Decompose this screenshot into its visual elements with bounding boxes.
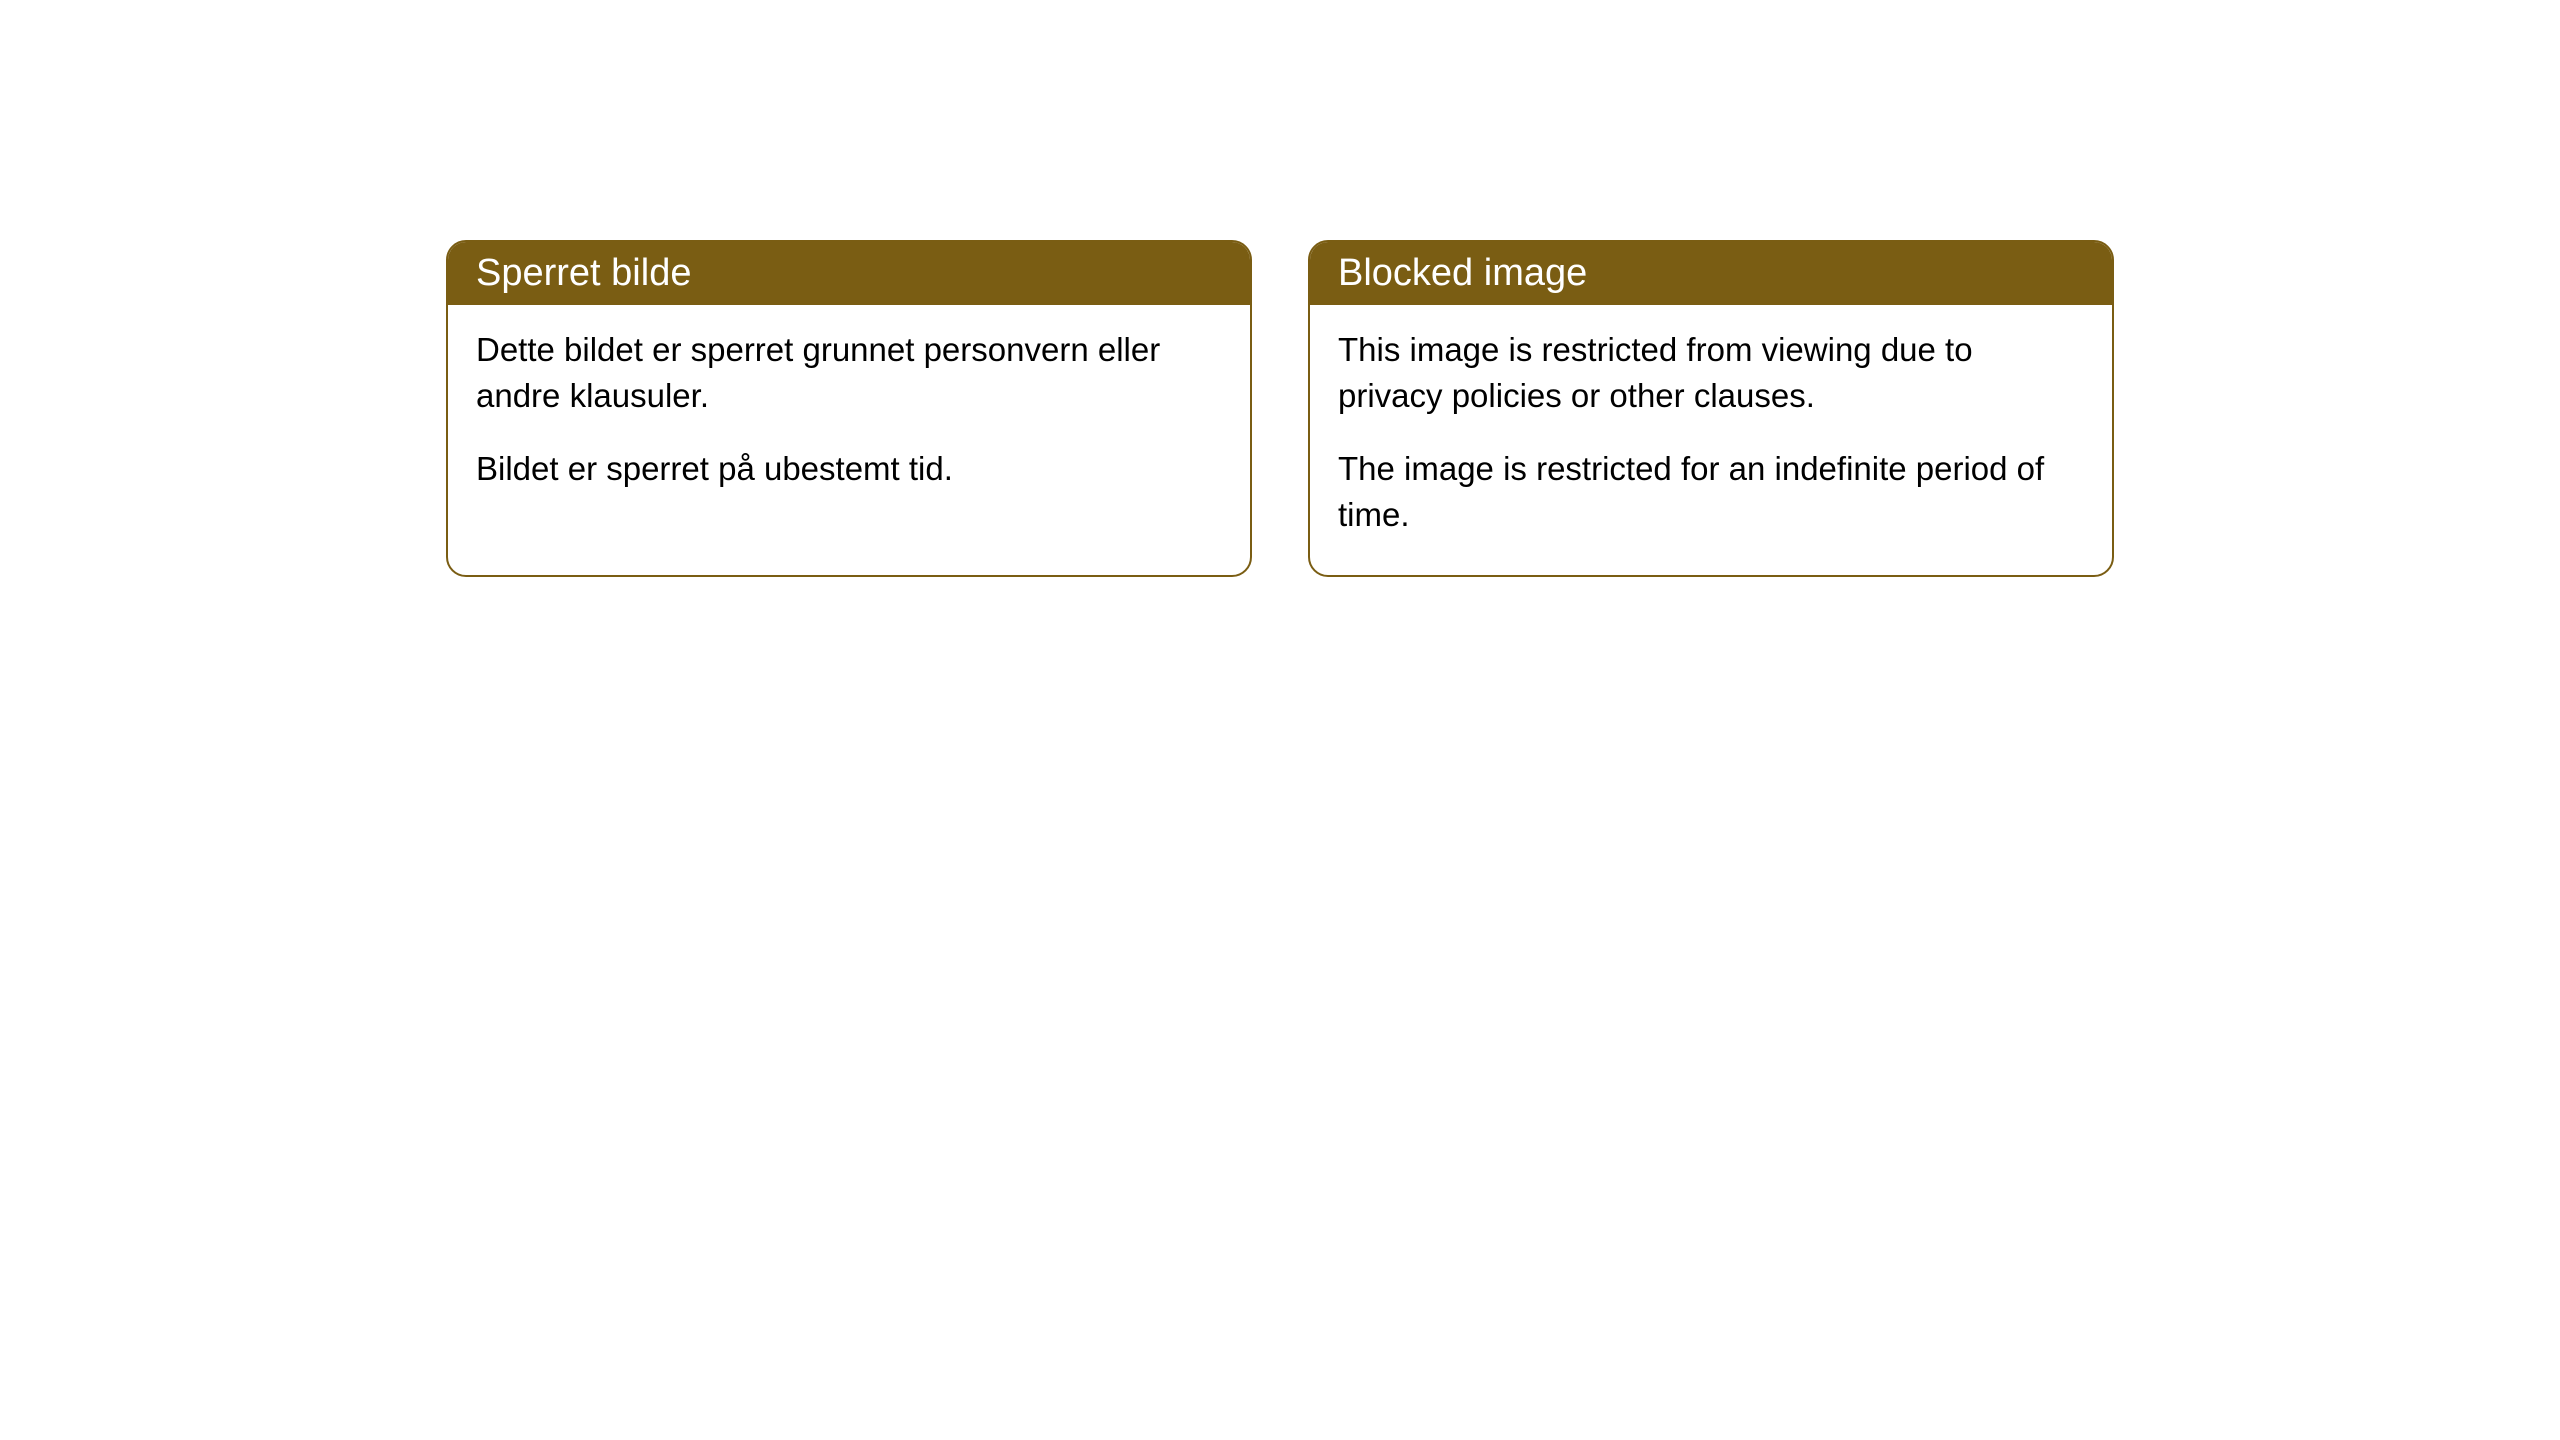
card-title-no: Sperret bilde bbox=[448, 242, 1250, 305]
blocked-image-card-no: Sperret bilde Dette bildet er sperret gr… bbox=[446, 240, 1252, 577]
card-paragraph-en-2: The image is restricted for an indefinit… bbox=[1338, 446, 2084, 537]
card-paragraph-no-2: Bildet er sperret på ubestemt tid. bbox=[476, 446, 1222, 492]
card-paragraph-no-1: Dette bildet er sperret grunnet personve… bbox=[476, 327, 1222, 418]
card-title-en: Blocked image bbox=[1310, 242, 2112, 305]
card-body-en: This image is restricted from viewing du… bbox=[1310, 305, 2112, 575]
notice-container: Sperret bilde Dette bildet er sperret gr… bbox=[0, 0, 2560, 817]
card-paragraph-en-1: This image is restricted from viewing du… bbox=[1338, 327, 2084, 418]
card-body-no: Dette bildet er sperret grunnet personve… bbox=[448, 305, 1250, 530]
blocked-image-card-en: Blocked image This image is restricted f… bbox=[1308, 240, 2114, 577]
